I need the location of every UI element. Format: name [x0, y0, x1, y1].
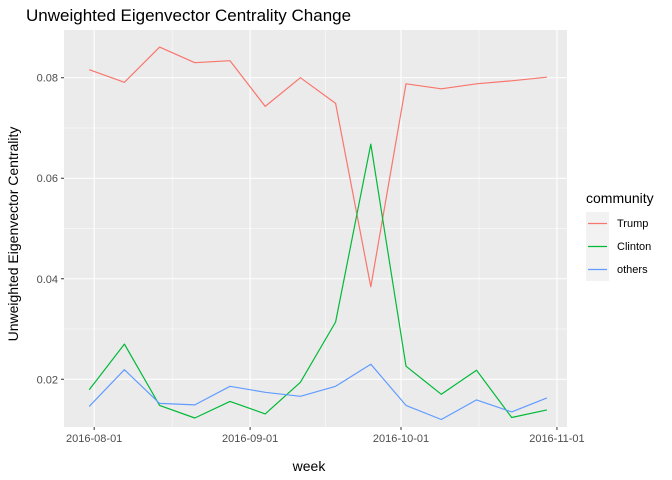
legend: community Trump Clinton others — [586, 190, 654, 281]
grid-minor — [64, 30, 567, 427]
legend-label-clinton: Clinton — [617, 241, 651, 253]
x-axis-title: week — [292, 458, 327, 474]
y-axis-title: Unweighted Eigenvector Centrality — [5, 127, 21, 342]
x-tick-label: 2016-08-01 — [66, 433, 122, 445]
x-tick-label: 2016-09-01 — [222, 433, 278, 445]
y-tick-label: 0.04 — [37, 274, 58, 286]
x-tick-label: 2016-11-01 — [529, 433, 584, 445]
series-line-trump — [88, 46, 547, 288]
series-lines — [88, 46, 548, 421]
y-axis: 0.02 0.04 0.06 0.08 — [37, 73, 64, 386]
y-tick-label: 0.08 — [37, 73, 58, 85]
x-axis: 2016-08-01 2016-09-01 2016-10-01 2016-11-01 — [66, 427, 585, 445]
y-tick-label: 0.02 — [37, 374, 58, 386]
legend-label-trump: Trump — [617, 218, 648, 230]
legend-title: community — [586, 190, 654, 206]
series-line-clinton — [88, 143, 548, 419]
series-line-others — [88, 363, 548, 421]
y-tick-label: 0.06 — [37, 173, 58, 185]
x-tick-label: 2016-10-01 — [373, 433, 429, 445]
chart-title: Unweighted Eigenvector Centrality Change — [26, 6, 351, 25]
legend-label-others: others — [617, 264, 648, 276]
